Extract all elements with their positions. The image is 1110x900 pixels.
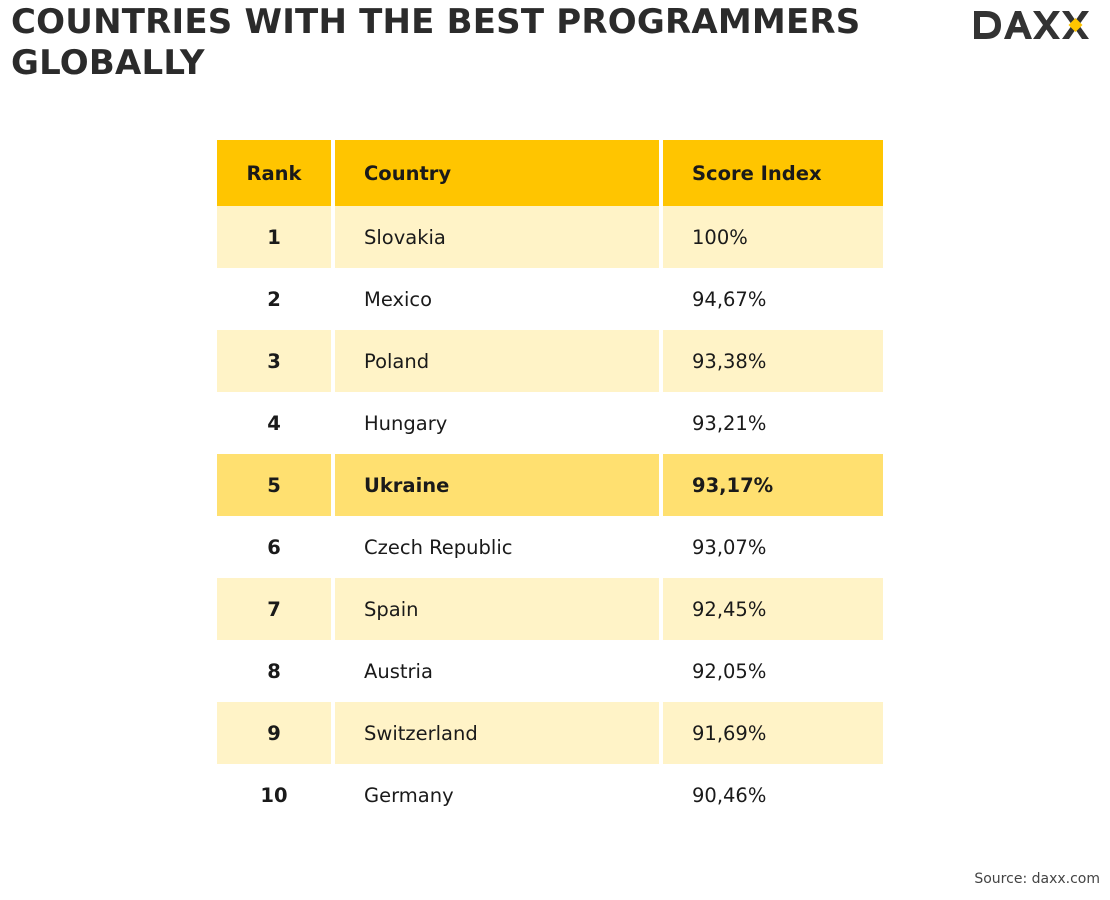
rank-cell: 1 (217, 206, 333, 268)
score-cell: 92,45% (659, 578, 883, 640)
score-cell: 94,67% (659, 268, 883, 330)
score-cell: 91,69% (659, 702, 883, 764)
rank-cell: 4 (217, 392, 333, 454)
score-cell: 93,07% (659, 516, 883, 578)
rank-cell: 3 (217, 330, 333, 392)
country-cell: Mexico (331, 268, 661, 330)
country-cell: Czech Republic (331, 516, 661, 578)
table-row: 10 Germany 90,46% (217, 764, 883, 826)
score-cell: 93,17% (659, 454, 883, 516)
score-cell: 92,05% (659, 640, 883, 702)
score-cell: 93,21% (659, 392, 883, 454)
daxx-logo (970, 6, 1098, 44)
table-row-highlighted: 5 Ukraine 93,17% (217, 454, 883, 516)
rank-cell: 2 (217, 268, 333, 330)
country-cell: Hungary (331, 392, 661, 454)
country-cell: Switzerland (331, 702, 661, 764)
rank-cell: 10 (217, 764, 333, 826)
country-cell: Germany (331, 764, 661, 826)
table-row: 3 Poland 93,38% (217, 330, 883, 392)
table-row: 8 Austria 92,05% (217, 640, 883, 702)
column-header-rank: Rank (217, 140, 333, 206)
score-cell: 93,38% (659, 330, 883, 392)
table-row: 9 Switzerland 91,69% (217, 702, 883, 764)
country-cell: Slovakia (331, 206, 661, 268)
daxx-logo-mark (974, 11, 1089, 39)
table-row: 6 Czech Republic 93,07% (217, 516, 883, 578)
table-row: 1 Slovakia 100% (217, 206, 883, 268)
rank-cell: 6 (217, 516, 333, 578)
rank-cell: 7 (217, 578, 333, 640)
table-row: 7 Spain 92,45% (217, 578, 883, 640)
table-header-row: Rank Country Score Index (217, 140, 883, 206)
column-header-country: Country (331, 140, 661, 206)
score-cell: 100% (659, 206, 883, 268)
rank-cell: 8 (217, 640, 333, 702)
country-cell: Austria (331, 640, 661, 702)
rank-cell: 9 (217, 702, 333, 764)
country-cell: Ukraine (331, 454, 661, 516)
source-note: Source: daxx.com (974, 871, 1100, 887)
column-header-score: Score Index (659, 140, 883, 206)
ranking-table: Rank Country Score Index 1 Slovakia 100%… (217, 140, 883, 826)
table-row: 2 Mexico 94,67% (217, 268, 883, 330)
table-row: 4 Hungary 93,21% (217, 392, 883, 454)
rank-cell: 5 (217, 454, 333, 516)
page-title: COUNTRIES WITH THE BEST PROGRAMMERS GLOB… (11, 2, 861, 83)
country-cell: Spain (331, 578, 661, 640)
country-cell: Poland (331, 330, 661, 392)
score-cell: 90,46% (659, 764, 883, 826)
